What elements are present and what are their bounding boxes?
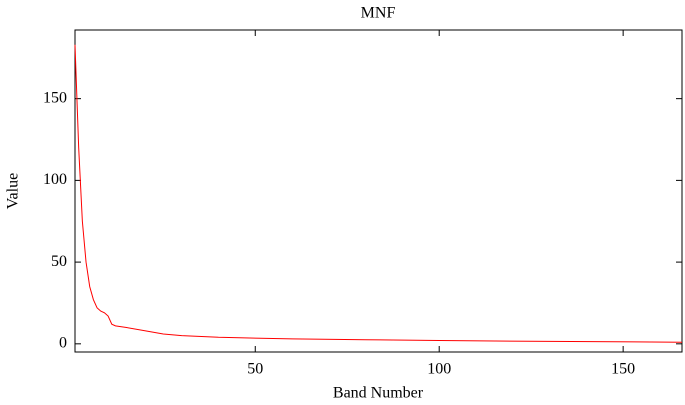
y-axis-label: Value [5,173,22,209]
x-tick-label: 100 [427,361,451,378]
y-tick-label: 150 [43,89,67,106]
y-tick-label: 0 [59,334,67,351]
data-line [74,44,683,343]
y-tick-label: 100 [43,171,67,188]
x-axis-label: Band Number [333,385,424,402]
x-tick-label: 50 [247,361,263,378]
x-tick-label: 150 [611,361,635,378]
chart-title: MNF [361,5,396,22]
y-tick-label: 50 [51,253,67,270]
plot-frame [74,29,683,353]
